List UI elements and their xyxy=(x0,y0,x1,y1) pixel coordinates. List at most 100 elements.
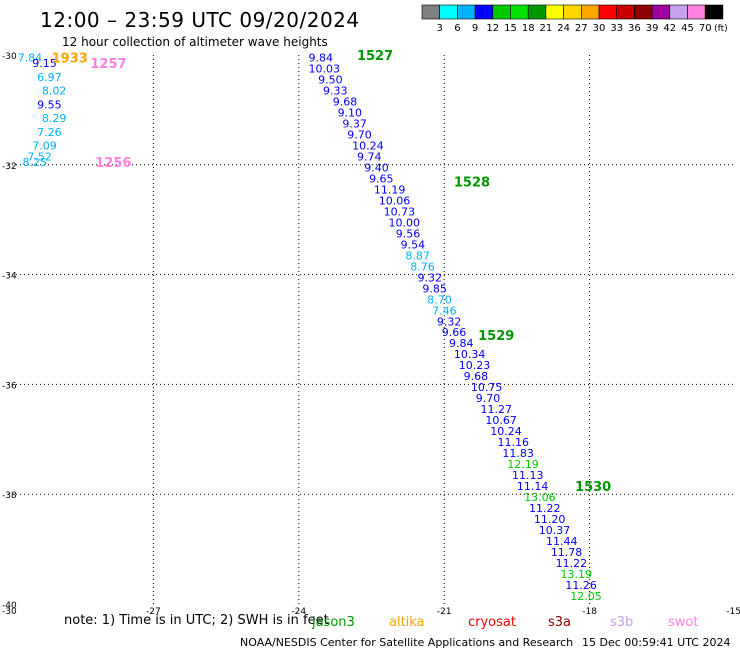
y-tick-label: -32 xyxy=(2,162,17,172)
data-point-label: 11.44 xyxy=(546,535,578,548)
data-point-label: 9.68 xyxy=(464,370,489,383)
data-point-label: 12.05 xyxy=(570,590,602,603)
x-tick-label: -27 xyxy=(146,607,161,617)
pass-time-label: 1530 xyxy=(575,480,611,495)
data-point-label: 11.22 xyxy=(556,557,588,570)
data-point-label: 10.23 xyxy=(459,359,491,372)
legend-item: s3a xyxy=(548,615,571,630)
y-tick-label: -30 xyxy=(2,52,17,62)
legend: jason3 altika cryosat s3a s3b swot xyxy=(311,615,698,630)
data-point-label: 11.22 xyxy=(529,502,561,515)
data-point-label: 7.26 xyxy=(37,126,62,139)
data-point-label: 9.68 xyxy=(333,96,358,109)
colorbar-label: 3 xyxy=(437,23,443,34)
y-tick-label: -38 xyxy=(2,491,17,501)
colorbar-label: 12 xyxy=(486,23,499,34)
y-tick-label: -34 xyxy=(2,272,17,282)
data-point-label: 8.76 xyxy=(410,260,435,273)
data-point-label: 7.09 xyxy=(32,140,57,153)
data-point-label: 10.24 xyxy=(352,140,384,153)
data-point-label: 9.85 xyxy=(422,282,447,295)
data-point-label: 8.02 xyxy=(42,85,67,98)
footer-credit: NOAA/NESDIS Center for Satellite Applica… xyxy=(240,636,574,649)
data-point-label: 9.65 xyxy=(369,173,394,186)
data-point-label: 8.29 xyxy=(42,112,67,125)
pass-time-label: 1527 xyxy=(357,49,393,64)
data-point-label: 9.70 xyxy=(476,392,501,405)
legend-item: swot xyxy=(668,615,698,630)
data-point-label: 10.37 xyxy=(539,524,571,537)
colorbar-label: 70 xyxy=(699,23,712,34)
legend-item: s3b xyxy=(610,615,633,630)
colorbar: 3 6 9 12 15 18 21 24 27 30 33 36 39 42 45 70 (ft) xyxy=(421,4,728,34)
pass-time-label: 1528 xyxy=(454,175,490,190)
data-point-label: 9.32 xyxy=(437,315,462,328)
colorbar-label: 24 xyxy=(557,23,570,34)
colorbar-label: 6 xyxy=(454,23,460,34)
data-point-label: 6.97 xyxy=(37,71,62,84)
legend-item: altika xyxy=(389,615,425,630)
data-point-label: 9.50 xyxy=(318,74,343,87)
data-point-label: 10.34 xyxy=(454,348,486,361)
colorbar-swatch xyxy=(704,4,724,20)
data-point-label: 9.10 xyxy=(338,107,363,120)
data-point-label: 8.25 xyxy=(23,156,48,169)
data-point-label: 10.75 xyxy=(471,381,503,394)
data-point-label: 11.20 xyxy=(534,513,566,526)
data-point-label: 11.13 xyxy=(512,469,544,482)
colorbar-label: 27 xyxy=(575,23,588,34)
legend-item: cryosat xyxy=(468,615,516,630)
data-point-label: 7.46 xyxy=(432,304,457,317)
data-point-label: 11.19 xyxy=(374,184,406,197)
data-point-label: 9.33 xyxy=(323,85,348,98)
x-tick-label: -18 xyxy=(582,607,597,617)
data-point-label: 10.73 xyxy=(384,205,416,218)
data-point-label: 8.87 xyxy=(405,249,430,262)
footer-timestamp: 15 Dec 00:59:41 UTC 2024 xyxy=(582,636,731,649)
data-point-label: 10.67 xyxy=(485,414,517,427)
data-point-label: 11.14 xyxy=(517,480,549,493)
colorbar-label: 42 xyxy=(663,23,676,34)
colorbar-label: 21 xyxy=(540,23,553,34)
x-tick-label: -30 xyxy=(2,607,17,617)
page-title: 12:00 – 23:59 UTC 09/20/2024 xyxy=(40,8,360,32)
data-point-label: 9.15 xyxy=(32,57,57,70)
pass-time-label: 1257 xyxy=(90,57,126,72)
colorbar-label: 45 xyxy=(681,23,694,34)
data-point-label: 9.70 xyxy=(347,129,372,142)
colorbar-label: 33 xyxy=(610,23,623,34)
colorbar-unit: (ft) xyxy=(714,24,728,34)
data-point-label: 9.84 xyxy=(449,337,474,350)
colorbar-label: 39 xyxy=(646,23,659,34)
pass-time-label: 1933 xyxy=(52,52,88,67)
data-point-label: 9.84 xyxy=(308,52,333,65)
data-point-label: 10.00 xyxy=(388,216,420,229)
data-point-label: 9.32 xyxy=(418,271,443,284)
y-tick-label: -40 xyxy=(2,601,17,611)
x-tick-label: -15 xyxy=(726,607,740,617)
data-point-label: 9.55 xyxy=(37,98,62,111)
data-point-label: 12.19 xyxy=(507,458,539,471)
note-text: note: 1) Time is in UTC; 2) SWH is in fe… xyxy=(64,613,329,628)
data-point-label: 7.52 xyxy=(27,151,51,164)
pass-time-label: 1529 xyxy=(478,329,514,344)
data-point-label: 7.84 xyxy=(18,52,43,65)
data-point-label: 11.83 xyxy=(502,447,534,460)
data-point-label: 9.37 xyxy=(342,118,367,131)
y-tick-label: -36 xyxy=(2,381,17,391)
colorbar-label: 36 xyxy=(628,23,641,34)
data-point-label: 9.54 xyxy=(401,238,426,251)
data-point-label: 13.06 xyxy=(524,491,556,504)
data-point-label: 11.78 xyxy=(551,546,583,559)
data-point-label: 10.03 xyxy=(308,63,340,76)
data-point-label: 9.66 xyxy=(442,326,467,339)
x-tick-label: -21 xyxy=(437,607,452,617)
colorbar-label: 30 xyxy=(593,23,606,34)
legend-item: jason3 xyxy=(311,615,355,630)
data-point-label: 9.40 xyxy=(364,162,389,175)
pass-time-label: 1256 xyxy=(95,156,131,171)
data-point-label: 11.26 xyxy=(565,579,597,592)
data-point-label: 8.70 xyxy=(427,293,452,306)
